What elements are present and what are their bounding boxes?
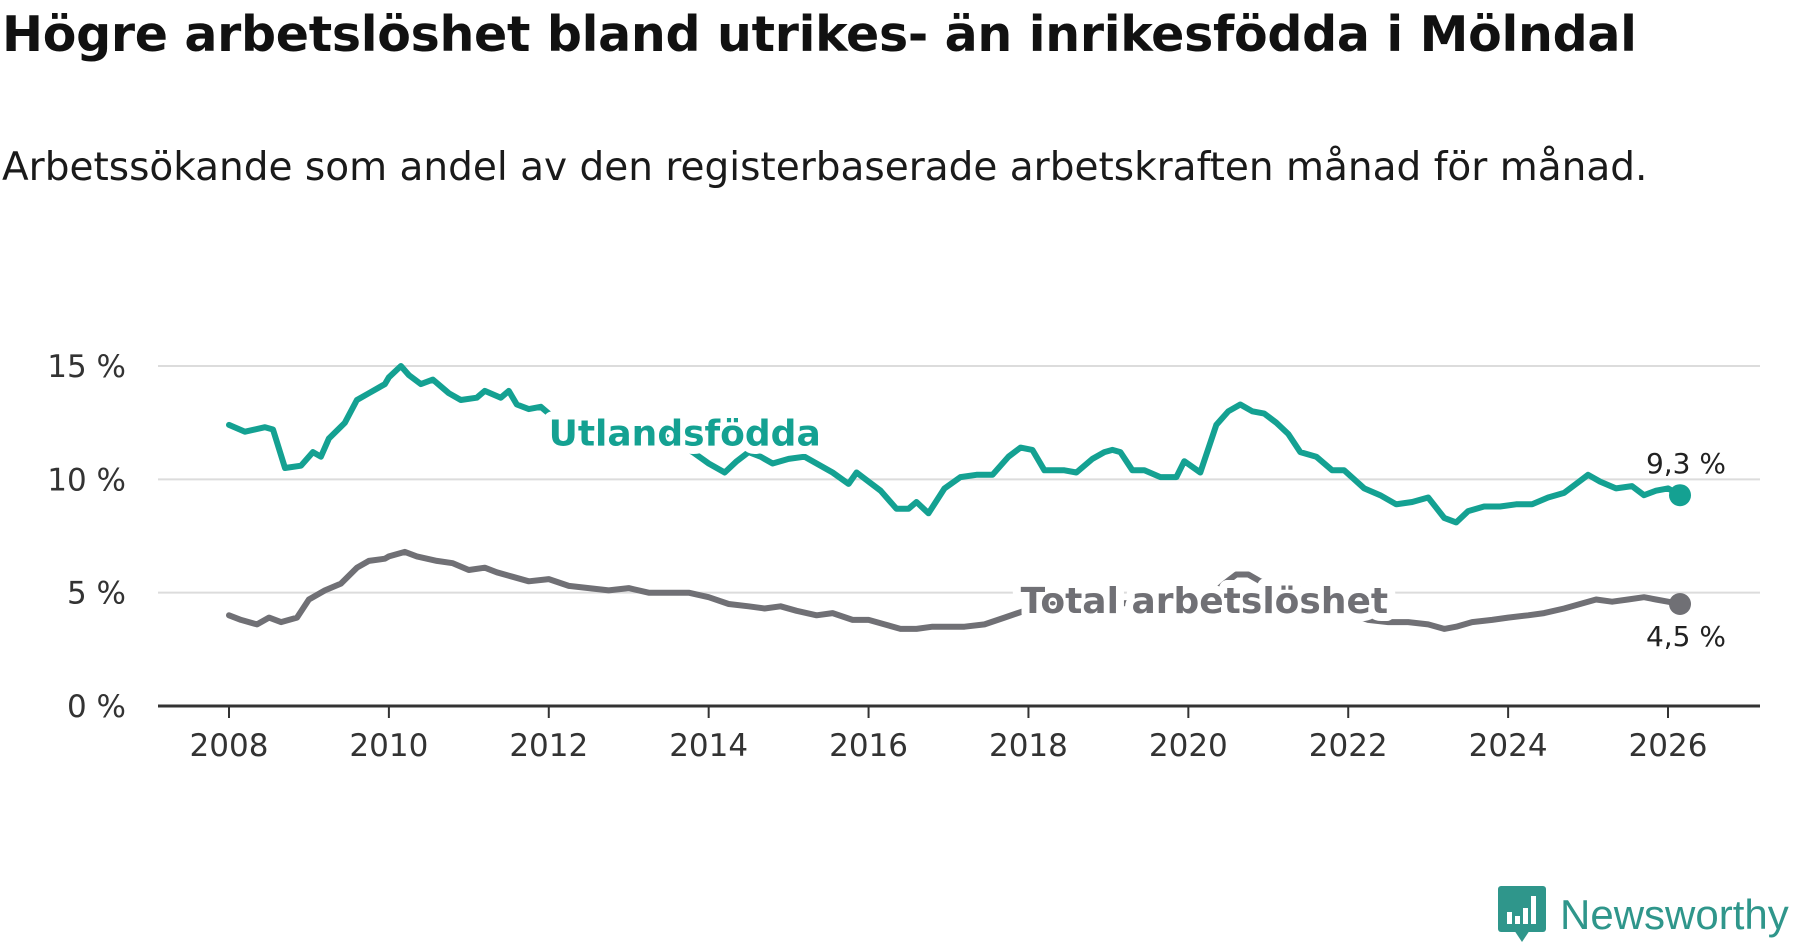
x-tick-label: 2026	[1629, 728, 1708, 764]
chart-subtitle: Arbetssökande som andel av den registerb…	[2, 145, 1648, 190]
brand-logo[interactable]: Newsworthy	[1498, 886, 1789, 944]
y-tick-label: 10 %	[47, 462, 126, 498]
chart-title: Högre arbetslöshet bland utrikes- än inr…	[2, 6, 1637, 63]
y-tick-label: 5 %	[67, 576, 126, 612]
x-tick-label: 2014	[669, 728, 748, 764]
newsworthy-logo-icon	[1498, 886, 1546, 942]
series-label: Total arbetslöshet	[1021, 581, 1389, 622]
x-tick-label: 2018	[989, 728, 1068, 764]
series-lines	[226, 363, 1683, 632]
x-tick-label: 2016	[829, 728, 908, 764]
x-tick-label: 2010	[349, 728, 428, 764]
x-tick-label: 2020	[1149, 728, 1228, 764]
x-tick-label: 2008	[190, 728, 269, 764]
end-marker	[1669, 484, 1692, 507]
y-tick-label: 0 %	[67, 689, 126, 725]
series-label: Utlandsfödda	[549, 413, 821, 454]
series-line	[226, 363, 1683, 526]
x-tick-label: 2012	[509, 728, 588, 764]
series-labels: Utlandsfödda Total arbetslöshet	[541, 405, 1396, 630]
end-value-label: 4,5 %	[1646, 620, 1726, 653]
x-tick-label: 2022	[1309, 728, 1388, 764]
end-marker	[1669, 593, 1692, 615]
y-axis: 0 % 5 % 10 % 15 %	[47, 349, 126, 725]
series-line	[226, 548, 1683, 632]
x-axis: 2008 2010 2012 2014 2016 2018 2020 2022 2024 2026	[158, 704, 1760, 764]
brand-name: Newsworthy	[1560, 891, 1789, 938]
end-value-label: 9,3 %	[1646, 447, 1726, 480]
y-tick-label: 15 %	[47, 349, 126, 385]
x-tick-label: 2024	[1469, 728, 1548, 764]
end-markers: 9,3 % 4,5 %	[1646, 447, 1726, 653]
